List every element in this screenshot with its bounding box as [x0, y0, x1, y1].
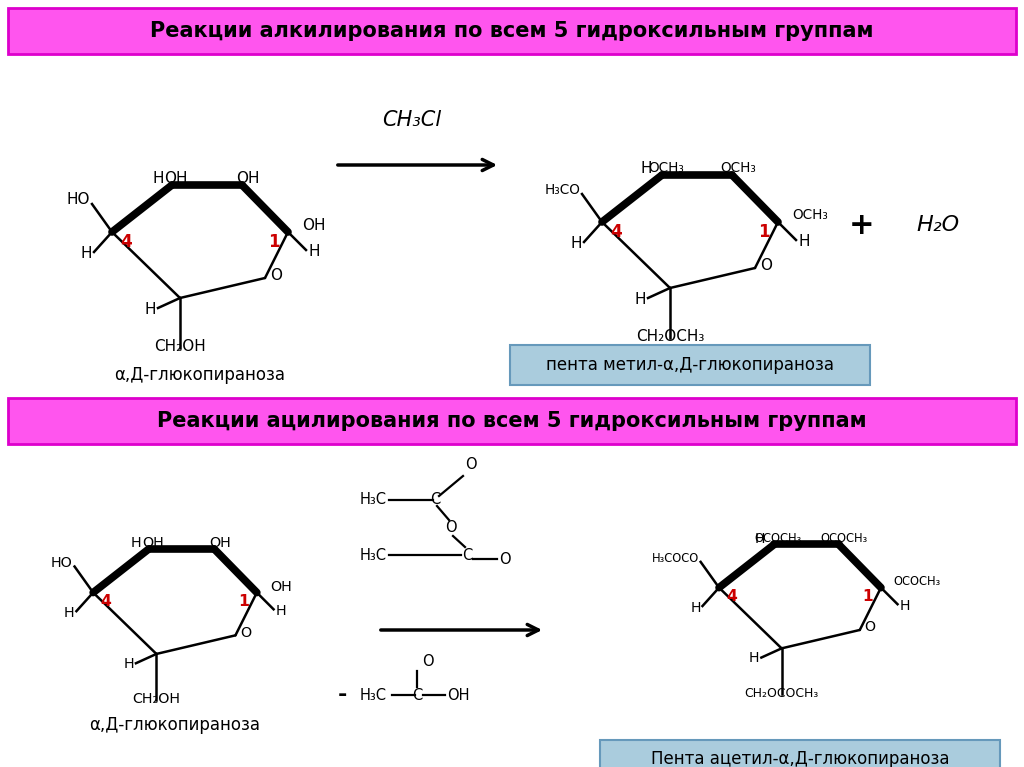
Text: C: C: [430, 492, 440, 508]
Text: OH: OH: [302, 218, 326, 233]
Text: H: H: [63, 606, 75, 620]
Text: H: H: [570, 236, 582, 252]
Text: H₃C: H₃C: [360, 687, 387, 703]
Bar: [600, 740, 1000, 767]
Text: 4: 4: [726, 589, 737, 604]
Text: α,Д-глюкопираноза: α,Д-глюкопираноза: [89, 716, 260, 734]
Text: CH₃Cl: CH₃Cl: [382, 110, 441, 130]
Text: CH₂OCH₃: CH₂OCH₃: [636, 329, 705, 344]
Text: H₃CO: H₃CO: [544, 183, 580, 197]
Text: O: O: [499, 551, 511, 567]
Text: OH: OH: [270, 580, 292, 594]
Text: -: -: [337, 685, 347, 705]
Text: OH: OH: [141, 536, 164, 550]
Text: H: H: [755, 532, 765, 545]
Text: H: H: [690, 601, 700, 615]
Text: OH: OH: [237, 171, 260, 186]
Text: C: C: [412, 687, 422, 703]
Text: 1: 1: [239, 594, 249, 609]
Text: O: O: [445, 521, 457, 535]
Text: 1: 1: [862, 589, 873, 604]
Text: H₂O: H₂O: [916, 215, 959, 235]
Bar: [8, 398, 1016, 444]
Text: OCH₃: OCH₃: [648, 161, 684, 175]
Text: OH: OH: [447, 687, 469, 703]
Text: H: H: [635, 291, 646, 307]
Text: H₃C: H₃C: [360, 548, 387, 562]
Text: пента метил-α,Д-глюкопираноза: пента метил-α,Д-глюкопираноза: [546, 356, 834, 374]
Text: α,Д-глюкопираноза: α,Д-глюкопираноза: [115, 366, 286, 384]
Text: 1: 1: [268, 233, 280, 251]
Text: O: O: [465, 457, 476, 472]
Text: Реакции алкилирования по всем 5 гидроксильным группам: Реакции алкилирования по всем 5 гидрокси…: [151, 21, 873, 41]
Bar: [510, 345, 870, 385]
Text: 4: 4: [610, 223, 622, 241]
Text: 1: 1: [758, 223, 770, 241]
Text: Пента ацетил-α,Д-глюкопираноза: Пента ацетил-α,Д-глюкопираноза: [650, 750, 949, 767]
Text: C: C: [462, 548, 472, 562]
Text: OCOCH₃: OCOCH₃: [755, 532, 802, 545]
Text: OH: OH: [164, 171, 187, 186]
Text: O: O: [240, 626, 251, 640]
Text: HO: HO: [67, 193, 90, 208]
Text: OCH₃: OCH₃: [792, 208, 827, 222]
Text: H: H: [899, 599, 910, 613]
Text: H: H: [153, 171, 164, 186]
Text: OH: OH: [209, 536, 230, 550]
Text: CH₂OH: CH₂OH: [132, 692, 180, 706]
Text: O: O: [270, 268, 282, 282]
Text: O: O: [864, 621, 876, 634]
Text: H: H: [798, 235, 810, 249]
Bar: [8, 8, 1016, 54]
Text: +: +: [849, 210, 874, 239]
Text: Реакции ацилирования по всем 5 гидроксильным группам: Реакции ацилирования по всем 5 гидроксил…: [158, 411, 866, 431]
Text: CH₂OCOCH₃: CH₂OCOCH₃: [744, 687, 819, 700]
Text: O: O: [422, 654, 433, 669]
Text: H₃COCO: H₃COCO: [651, 551, 698, 565]
Text: 4: 4: [100, 594, 112, 609]
Text: H: H: [308, 245, 319, 259]
Text: H: H: [275, 604, 286, 618]
Text: H: H: [124, 657, 134, 671]
Text: OCH₃: OCH₃: [720, 161, 756, 175]
Text: OCOCH₃: OCOCH₃: [820, 532, 867, 545]
Text: CH₂OH: CH₂OH: [155, 339, 206, 354]
Text: H: H: [749, 651, 760, 666]
Text: H: H: [144, 301, 156, 317]
Text: 4: 4: [120, 233, 132, 251]
Text: H: H: [640, 161, 651, 176]
Text: O: O: [760, 258, 772, 272]
Text: H: H: [81, 246, 92, 262]
Text: OCOCH₃: OCOCH₃: [894, 574, 941, 588]
Text: H: H: [131, 536, 141, 550]
Text: HO: HO: [51, 556, 73, 570]
Text: H₃C: H₃C: [360, 492, 387, 508]
